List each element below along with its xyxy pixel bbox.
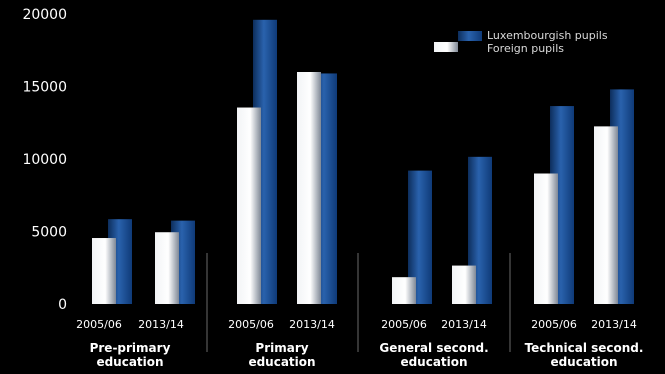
legend-label-luxembourgish: Luxembourgish pupils (487, 29, 608, 42)
bar-foreign (534, 173, 558, 304)
group-label: Primary (255, 341, 308, 355)
x-year-label: 2013/14 (289, 318, 335, 331)
y-axis: 0 5000 10000 15000 20000 (22, 7, 67, 313)
bar-foreign (237, 107, 261, 305)
group-label: Technical second. (525, 341, 644, 355)
y-tick-label: 0 (58, 297, 67, 313)
x-year-label: 2013/14 (591, 318, 637, 331)
x-year-label: 2013/14 (441, 318, 487, 331)
legend-swatch-foreign (434, 42, 458, 52)
bar-foreign (452, 265, 476, 304)
bars (92, 19, 634, 305)
group-label: education (96, 355, 163, 369)
x-year-label: 2005/06 (228, 318, 274, 331)
x-year-label: 2005/06 (381, 318, 427, 331)
y-tick-label: 10000 (22, 152, 67, 168)
x-year-label: 2005/06 (76, 318, 122, 331)
bar-foreign (594, 126, 618, 304)
legend-swatch-luxembourgish (458, 31, 482, 41)
x-year-label: 2005/06 (531, 318, 577, 331)
y-tick-label: 20000 (22, 7, 67, 23)
group-separators (206, 253, 511, 352)
bar-foreign (297, 72, 321, 304)
legend-label-foreign: Foreign pupils (487, 42, 564, 55)
x-year-label: 2013/14 (138, 318, 184, 331)
y-tick-label: 15000 (22, 80, 67, 96)
group-label: Pre-primary (90, 341, 171, 355)
x-axis-labels: 2005/06 2013/14Pre-primaryeducation2005/0… (76, 318, 643, 369)
bar-foreign (392, 277, 416, 304)
group-label: education (550, 355, 617, 369)
bar-foreign (155, 232, 179, 304)
bar-foreign (92, 238, 116, 304)
y-tick-label: 5000 (31, 225, 67, 241)
group-label: education (248, 355, 315, 369)
group-label: education (400, 355, 467, 369)
group-label: General second. (379, 341, 488, 355)
